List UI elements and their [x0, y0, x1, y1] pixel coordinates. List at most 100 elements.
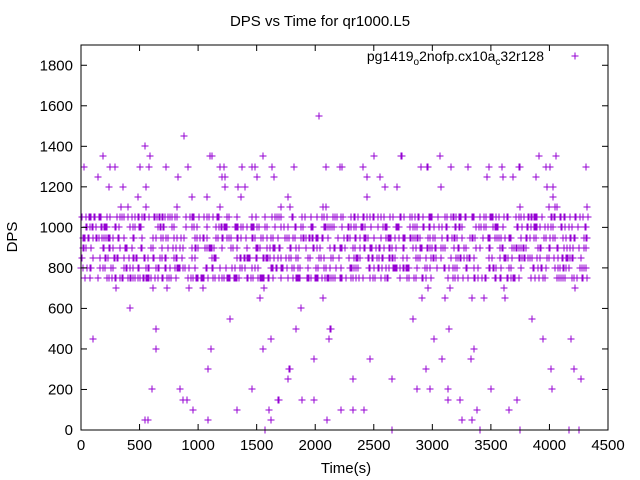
data-point: [286, 365, 294, 373]
data-point: [191, 264, 199, 272]
data-point: [574, 223, 582, 231]
legend: pg1419o2nofp.cx10ac32r128: [367, 48, 579, 68]
data-point: [508, 254, 516, 262]
data-point: [216, 264, 224, 272]
data-point: [109, 244, 117, 252]
data-point: [119, 183, 127, 191]
data-point: [360, 406, 368, 414]
data-point: [545, 203, 553, 211]
data-point: [476, 244, 484, 252]
data-point: [253, 173, 261, 181]
data-point: [536, 254, 544, 262]
data-point: [325, 335, 333, 343]
data-point: [413, 264, 421, 272]
data-point: [126, 304, 134, 312]
data-point: [499, 223, 507, 231]
data-point: [507, 234, 515, 242]
data-point: [499, 244, 507, 252]
data-point: [243, 244, 251, 252]
data-point: [248, 385, 256, 393]
data-point: [319, 294, 327, 302]
data-point: [474, 264, 482, 272]
data-point: [584, 213, 592, 221]
data-point: [542, 264, 550, 272]
data-point: [269, 274, 277, 282]
data-point: [150, 254, 158, 262]
data-point: [565, 264, 573, 272]
data-point: [337, 264, 345, 272]
data-point: [270, 173, 278, 181]
data-point: [210, 244, 218, 252]
data-point: [233, 406, 241, 414]
data-point: [103, 223, 111, 231]
data-point: [464, 274, 472, 282]
data-point: [112, 284, 120, 292]
data-point: [416, 234, 424, 242]
data-point: [307, 213, 315, 221]
data-point: [221, 173, 229, 181]
data-point: [424, 284, 432, 292]
data-point: [409, 315, 417, 323]
y-tick-label: 1600: [40, 98, 73, 115]
data-point: [426, 264, 434, 272]
data-point: [583, 203, 591, 211]
data-point: [120, 234, 128, 242]
data-point: [549, 193, 557, 201]
data-point: [246, 254, 254, 262]
data-point: [267, 335, 275, 343]
data-point: [215, 213, 223, 221]
data-point: [259, 345, 267, 353]
data-point: [315, 112, 323, 120]
legend-label-part-2: 2nofp.cx10a: [419, 48, 495, 64]
data-point: [207, 345, 215, 353]
data-point: [105, 183, 113, 191]
data-point: [424, 163, 432, 171]
data-point: [252, 213, 260, 221]
chart-title: DPS vs Time for qr1000.L5: [230, 13, 410, 30]
data-point: [294, 254, 302, 262]
data-point: [185, 284, 193, 292]
data-point: [206, 152, 214, 160]
data-point: [185, 264, 193, 272]
data-point: [349, 375, 357, 383]
data-point: [212, 254, 220, 262]
data-point: [291, 234, 299, 242]
y-tick-label: 1000: [40, 219, 73, 236]
data-point: [296, 264, 304, 272]
data-point: [235, 274, 243, 282]
data-point: [535, 152, 543, 160]
data-point: [416, 254, 424, 262]
data-point: [504, 213, 512, 221]
data-point: [337, 406, 345, 414]
data-point: [234, 183, 242, 191]
data-point: [251, 234, 259, 242]
x-tick-label: 4500: [591, 437, 624, 454]
data-point: [191, 254, 199, 262]
data-point: [513, 396, 521, 404]
data-point: [80, 163, 88, 171]
data-point: [149, 284, 157, 292]
data-point: [256, 294, 264, 302]
data-point: [516, 203, 524, 211]
data-point: [482, 223, 490, 231]
data-point: [133, 254, 141, 262]
data-point: [238, 163, 246, 171]
data-point: [441, 244, 449, 252]
data-point: [356, 254, 364, 262]
data-point: [393, 183, 401, 191]
x-tick-label: 3500: [474, 437, 507, 454]
data-point: [371, 274, 379, 282]
data-point: [160, 223, 168, 231]
legend-marker-symbol: [571, 52, 579, 60]
data-point: [570, 365, 578, 373]
data-point: [538, 213, 546, 221]
data-point: [323, 416, 331, 424]
data-point: [361, 223, 369, 231]
data-point: [381, 183, 389, 191]
data-point: [549, 223, 557, 231]
data-point: [341, 244, 349, 252]
data-point: [583, 234, 591, 242]
data-point: [428, 213, 436, 221]
data-point: [182, 223, 190, 231]
